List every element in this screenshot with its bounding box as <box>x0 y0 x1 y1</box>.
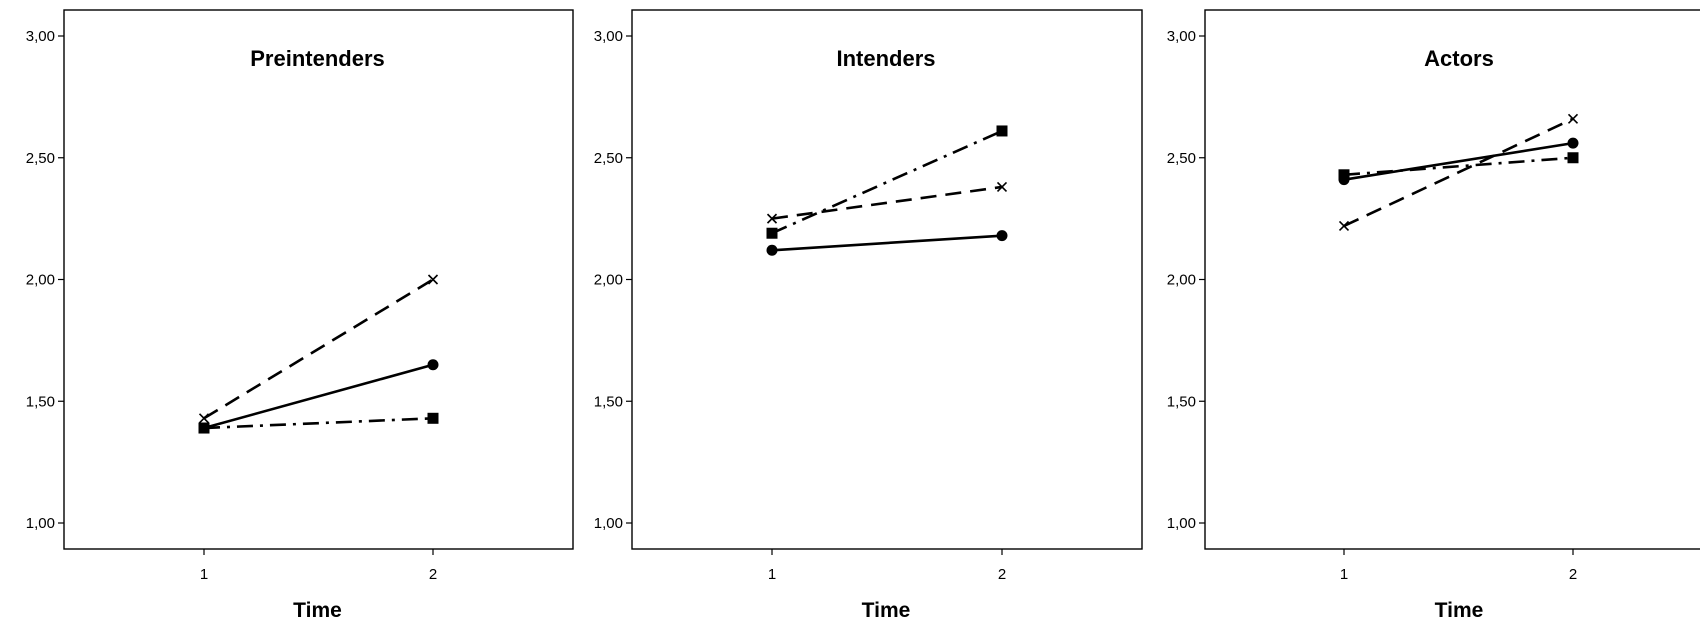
chart-title: Preintenders <box>250 46 385 71</box>
x-tick-label: 1 <box>1340 566 1348 583</box>
chart-title: Intenders <box>836 46 935 71</box>
data-point-circle <box>427 359 439 371</box>
x-tick-label: 1 <box>200 566 208 583</box>
y-tick-label: 3,00 <box>1167 28 1196 45</box>
data-point-square <box>1338 169 1350 181</box>
y-tick-label: 1,00 <box>26 515 55 532</box>
plot-frame <box>1204 9 1700 550</box>
data-point-square <box>427 412 439 424</box>
y-tick-label: 2,50 <box>1167 150 1196 167</box>
series-line-dash-dot <box>203 416 434 430</box>
y-tick-label: 2,00 <box>594 272 623 289</box>
y-tick-label: 2,50 <box>26 150 55 167</box>
series-line-dash-dot <box>1343 156 1574 177</box>
y-tick-label: 1,50 <box>26 393 55 410</box>
data-point-circle <box>1567 137 1579 149</box>
x-tick-label: 2 <box>998 566 1006 583</box>
data-point-circle <box>996 230 1008 242</box>
series-line-dash-dot <box>771 129 1003 235</box>
y-tick-label: 1,00 <box>1167 515 1196 532</box>
data-point-circle <box>766 244 778 256</box>
y-tick-label: 1,50 <box>594 393 623 410</box>
series-line-solid <box>771 234 1003 252</box>
series-line-dashed <box>1343 117 1574 228</box>
y-tick-label: 2,50 <box>594 150 623 167</box>
x-tick-label: 2 <box>1569 566 1577 583</box>
plot-frame <box>63 9 574 550</box>
x-axis-title: Time <box>293 599 342 622</box>
y-tick-label: 2,00 <box>26 272 55 289</box>
data-point-x <box>198 413 210 424</box>
series-line-dashed <box>203 278 434 420</box>
data-point-square <box>1567 152 1579 164</box>
data-point-x <box>996 181 1008 193</box>
y-tick-label: 1,00 <box>594 515 623 532</box>
x-tick-label: 1 <box>768 566 776 583</box>
x-axis-title: Time <box>1435 599 1484 622</box>
x-axis-title: Time <box>862 599 911 622</box>
y-tick-label: 3,00 <box>594 28 623 45</box>
data-point-x <box>1338 220 1350 231</box>
y-tick-label: 3,00 <box>26 28 55 45</box>
series-line-solid <box>1343 141 1574 181</box>
y-tick-label: 1,50 <box>1167 393 1196 410</box>
data-point-x <box>766 213 778 224</box>
chart-title: Actors <box>1424 46 1494 71</box>
data-point-square <box>996 125 1008 137</box>
y-tick-label: 2,00 <box>1167 272 1196 289</box>
data-point-x <box>427 274 439 285</box>
data-point-square <box>198 422 210 434</box>
chart-panel-2: 1,00 1,50 2,00 2,50 3,00 1 2 Actors Time <box>1167 9 1700 622</box>
series-line-dashed <box>771 185 1003 220</box>
plot-frame <box>631 9 1143 550</box>
series-line-solid <box>203 363 434 430</box>
chart-panel-0: 1,00 1,50 2,00 2,50 3,00 1 2 Preintenders Time <box>26 9 574 622</box>
data-point-square <box>766 227 778 239</box>
chart-panel-1: 1,00 1,50 2,00 2,50 3,00 1 2 Intenders Time <box>594 9 1143 622</box>
x-tick-label: 2 <box>429 566 437 583</box>
data-point-x <box>1567 113 1579 124</box>
